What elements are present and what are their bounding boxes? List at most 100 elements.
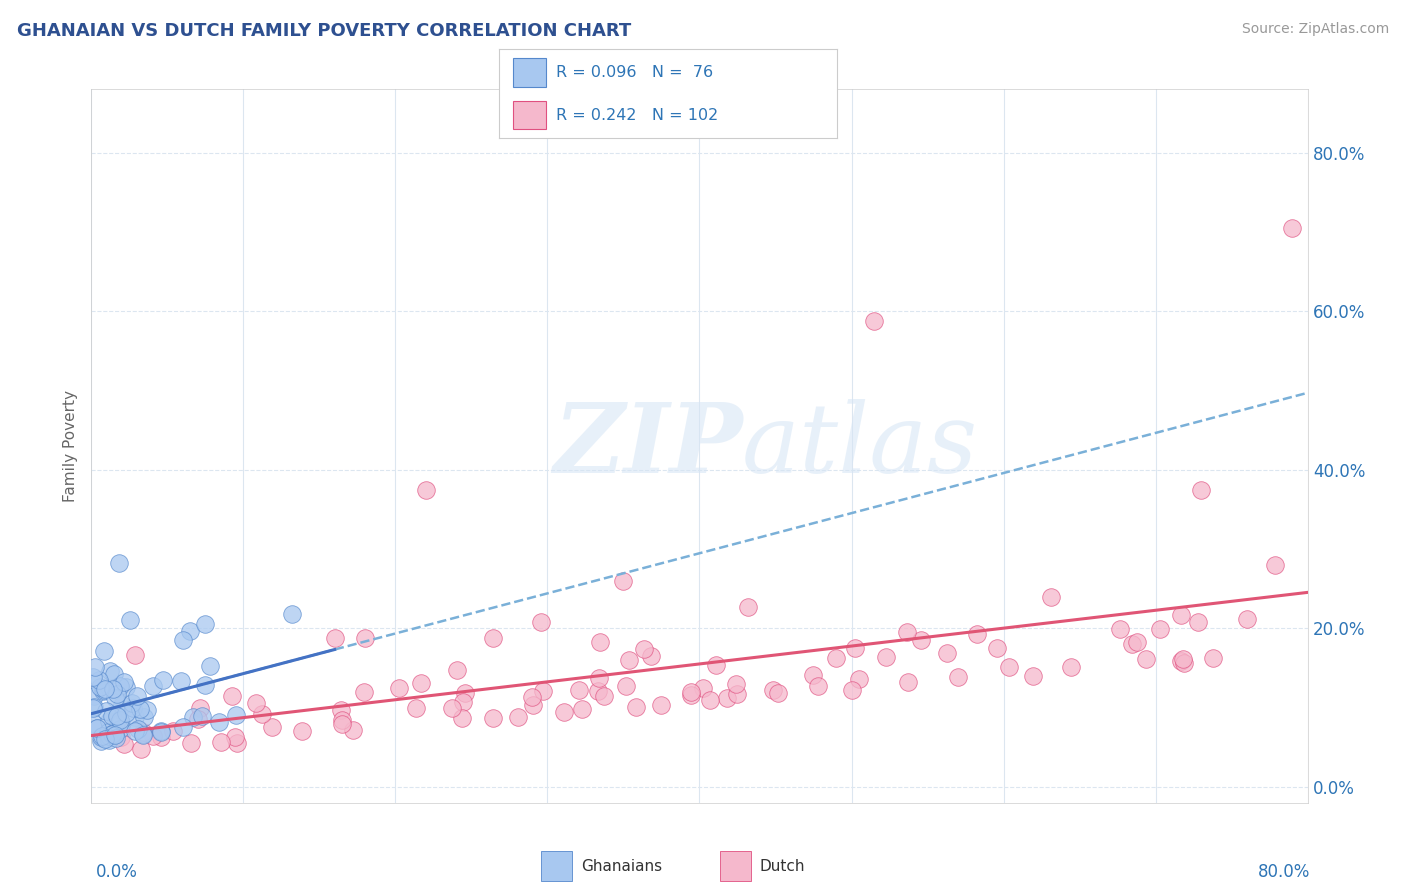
Point	[209, 735, 232, 749]
Point	[97, 725, 120, 739]
Point	[225, 707, 247, 722]
Point	[1170, 608, 1192, 623]
Point	[97, 714, 120, 728]
Point	[84, 659, 107, 673]
Point	[612, 574, 634, 588]
Point	[110, 730, 132, 744]
Point	[89, 733, 111, 747]
Point	[89, 681, 111, 695]
Point	[1264, 558, 1286, 572]
Point	[766, 686, 789, 700]
Point	[125, 689, 148, 703]
Point	[1187, 615, 1209, 630]
Point	[737, 599, 759, 614]
Bar	[513, 58, 547, 87]
Point	[136, 703, 159, 717]
Point	[82, 715, 104, 730]
Point	[105, 715, 128, 730]
Point	[105, 687, 128, 701]
Point	[454, 685, 477, 699]
Point	[105, 708, 128, 723]
Point	[208, 715, 231, 730]
Point	[624, 699, 647, 714]
Point	[110, 714, 132, 729]
Point	[704, 658, 727, 673]
Point	[520, 690, 543, 704]
Point	[848, 672, 870, 686]
Point	[181, 710, 204, 724]
Point	[1135, 652, 1157, 666]
Point	[132, 727, 155, 741]
Point	[353, 684, 375, 698]
Point	[530, 615, 553, 629]
Point	[134, 710, 156, 724]
Point	[586, 683, 609, 698]
Point	[226, 736, 249, 750]
Point	[131, 725, 153, 739]
Point	[411, 676, 433, 690]
Point	[107, 557, 129, 571]
Point	[633, 642, 655, 657]
Point	[124, 648, 146, 662]
Point	[149, 723, 172, 738]
Point	[1040, 590, 1063, 604]
Point	[86, 722, 108, 736]
Point	[593, 690, 616, 704]
Point	[762, 683, 785, 698]
Point	[112, 675, 135, 690]
Point	[1281, 221, 1303, 235]
Point	[801, 668, 824, 682]
Text: R = 0.242   N = 102: R = 0.242 N = 102	[557, 108, 718, 122]
Point	[1202, 650, 1225, 665]
Point	[127, 722, 149, 736]
Point	[1060, 659, 1083, 673]
Point	[132, 727, 155, 741]
Point	[588, 671, 610, 685]
Point	[150, 725, 173, 739]
Point	[83, 700, 105, 714]
Point	[1121, 637, 1143, 651]
Point	[103, 728, 125, 742]
Point	[1173, 652, 1195, 666]
Point	[1109, 623, 1132, 637]
Point	[896, 624, 918, 639]
Point	[180, 735, 202, 749]
Point	[162, 723, 184, 738]
Point	[172, 720, 194, 734]
Point	[101, 682, 124, 697]
Point	[325, 631, 347, 645]
Point	[571, 702, 593, 716]
Point	[93, 683, 115, 698]
Point	[100, 727, 122, 741]
Point	[82, 670, 104, 684]
Point	[935, 647, 957, 661]
Point	[725, 687, 748, 701]
Point	[98, 733, 121, 747]
Point	[115, 681, 138, 695]
Text: ZIP: ZIP	[554, 399, 744, 493]
Point	[807, 679, 830, 693]
Point	[262, 720, 284, 734]
Bar	[541, 851, 572, 881]
Point	[568, 683, 591, 698]
Point	[198, 658, 221, 673]
Point	[194, 617, 217, 632]
Point	[863, 314, 886, 328]
Point	[98, 729, 121, 743]
Point	[446, 663, 468, 677]
Point	[617, 653, 640, 667]
Point	[86, 721, 108, 735]
Text: Dutch: Dutch	[759, 859, 806, 873]
Point	[342, 723, 364, 737]
Point	[588, 635, 610, 649]
Point	[986, 640, 1008, 655]
Point	[998, 660, 1021, 674]
Point	[1236, 612, 1258, 626]
Point	[108, 714, 131, 728]
Point	[142, 679, 165, 693]
Point	[94, 705, 117, 719]
Point	[87, 673, 110, 688]
Point	[104, 731, 127, 745]
Point	[179, 624, 201, 638]
Point	[330, 703, 353, 717]
